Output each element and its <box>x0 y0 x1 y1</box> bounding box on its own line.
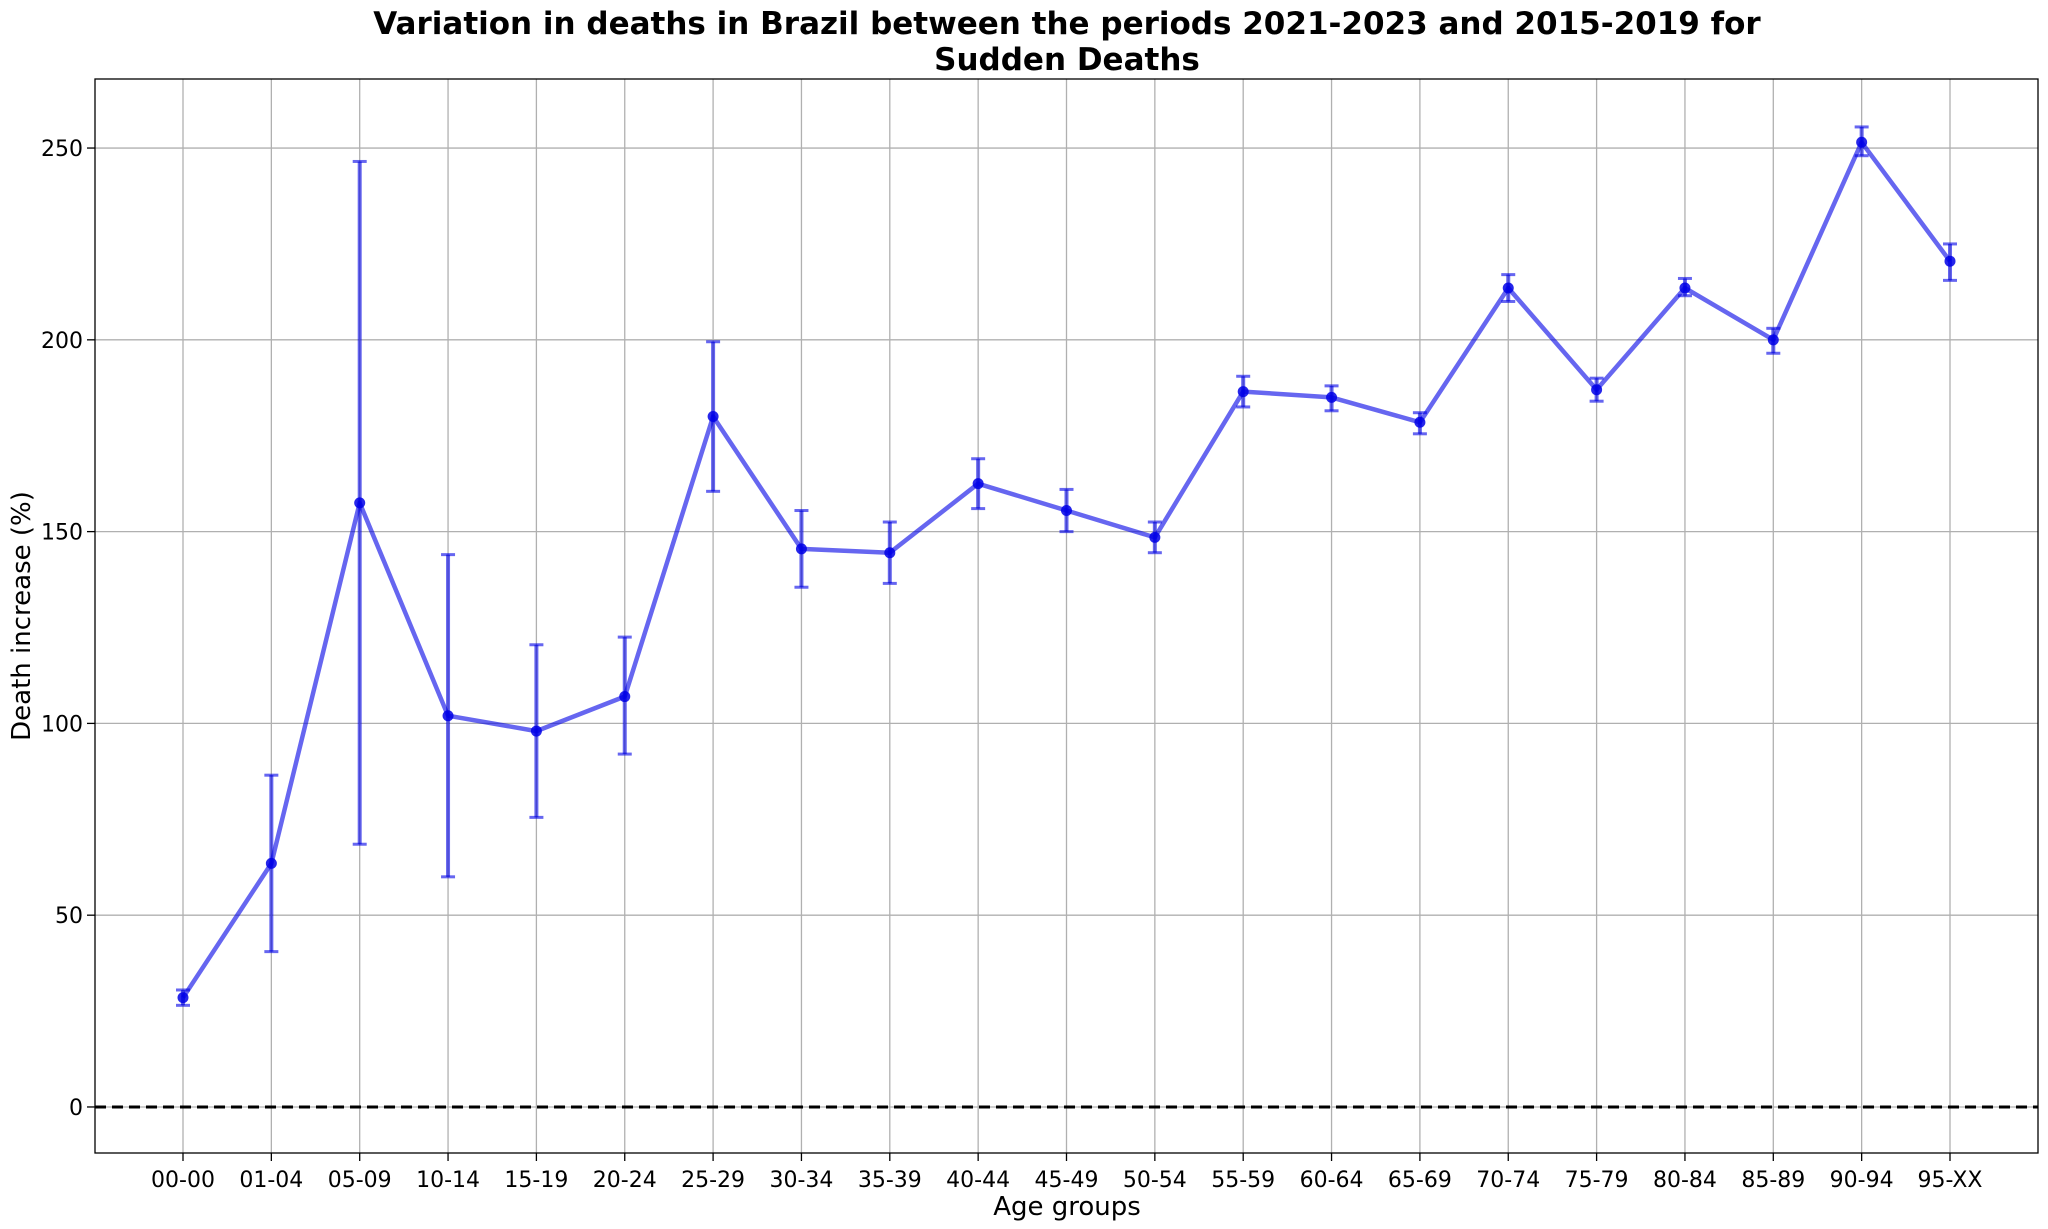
x-tick-label: 95-XX <box>1918 1168 1983 1193</box>
data-point <box>265 857 277 869</box>
data-point <box>1591 384 1603 396</box>
x-tick-label: 75-79 <box>1565 1168 1629 1193</box>
data-point <box>972 478 984 490</box>
y-tick-label: 150 <box>41 521 83 546</box>
x-tick-label: 60-64 <box>1300 1168 1364 1193</box>
y-tick-label: 200 <box>41 329 83 354</box>
y-tick-label: 50 <box>55 904 83 929</box>
x-tick-label: 15-19 <box>504 1168 568 1193</box>
x-tick-label: 35-39 <box>858 1168 922 1193</box>
data-point <box>1326 391 1338 403</box>
y-tick-label: 100 <box>41 712 83 737</box>
data-point <box>795 543 807 555</box>
data-point <box>619 691 631 703</box>
y-axis-label: Death increase (%) <box>7 491 37 741</box>
x-tick-label: 45-49 <box>1035 1168 1099 1193</box>
data-point <box>177 992 189 1004</box>
data-point <box>884 547 896 559</box>
data-point <box>1149 531 1161 543</box>
x-tick-label: 30-34 <box>769 1168 833 1193</box>
data-point <box>1679 282 1691 294</box>
x-tick-label: 85-89 <box>1741 1168 1805 1193</box>
data-point <box>1856 136 1868 148</box>
x-axis-label: Age groups <box>993 1192 1141 1222</box>
x-tick-label: 01-04 <box>239 1168 303 1193</box>
y-tick-label: 250 <box>41 137 83 162</box>
data-point <box>354 497 366 509</box>
ticks: 00-00 01-04 05-09 10-14 15-19 20-24 25-29 30-34… <box>41 137 1982 1193</box>
x-tick-label: 50-54 <box>1123 1168 1187 1193</box>
x-tick-label: 80-84 <box>1653 1168 1717 1193</box>
data-point <box>1502 282 1514 294</box>
data-point <box>442 710 454 722</box>
data-point <box>1414 416 1426 428</box>
x-tick-label: 00-00 <box>151 1168 215 1193</box>
data-point <box>707 411 719 423</box>
plot-frame <box>94 78 2039 1154</box>
x-tick-label: 40-44 <box>946 1168 1010 1193</box>
data-point <box>1237 386 1249 398</box>
x-tick-label: 90-94 <box>1830 1168 1894 1193</box>
x-tick-label: 10-14 <box>416 1168 480 1193</box>
x-tick-label: 65-69 <box>1388 1168 1452 1193</box>
series-layer <box>176 125 1957 1007</box>
data-point <box>1767 334 1779 346</box>
data-point <box>1061 505 1072 517</box>
chart-title-line-1: Variation in deaths in Brazil between th… <box>373 6 1761 42</box>
x-tick-label: 05-09 <box>328 1168 392 1193</box>
x-tick-label: 25-29 <box>681 1168 745 1193</box>
x-tick-label: 70-74 <box>1476 1168 1540 1193</box>
data-point <box>1944 255 1956 267</box>
y-tick-label: 0 <box>69 1096 83 1121</box>
x-tick-label: 20-24 <box>593 1168 657 1193</box>
data-point <box>530 725 542 737</box>
x-tick-label: 55-59 <box>1211 1168 1275 1193</box>
chart-title-line-2: Sudden Deaths <box>934 42 1200 78</box>
